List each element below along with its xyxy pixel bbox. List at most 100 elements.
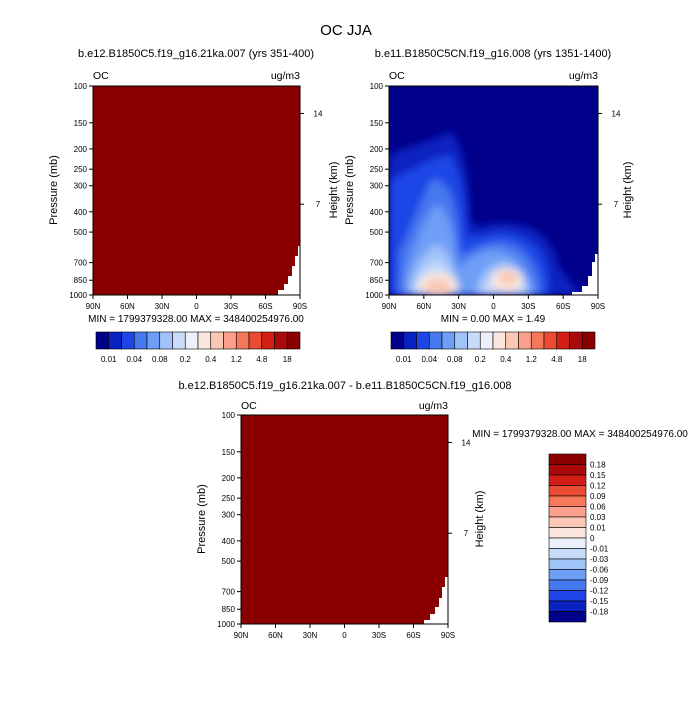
y-tick-label: 150 [74, 119, 88, 128]
y-tick-label: 400 [222, 537, 236, 546]
panel-a-ylabel: Pressure (mb) [48, 155, 60, 225]
colorbar-swatch [556, 331, 570, 350]
x-tick-label: 60N [120, 302, 135, 311]
colorbar-swatch [172, 331, 186, 350]
panel-b-y2label: Height (km) [622, 162, 634, 219]
panel-a-topography-mask [278, 246, 300, 295]
colorbar-swatch [121, 331, 135, 350]
x-tick-label: 30N [303, 631, 318, 640]
x-tick-label: 60S [556, 302, 570, 311]
colorbar-label: -0.18 [590, 608, 609, 617]
colorbar-label: 0.04 [126, 355, 142, 364]
panel-c-title: b.e12.B1850C5.f19_g16.21ka.007 - b.e11.B… [178, 380, 511, 392]
panel-b-variable-label: OC [389, 70, 405, 82]
colorbar-swatch [548, 495, 587, 507]
colorbar-swatch [548, 548, 587, 560]
x-tick-label: 60S [258, 302, 272, 311]
y-tick-label: 850 [74, 276, 88, 285]
colorbar-label: 4.8 [551, 355, 563, 364]
y-tick-label: 100 [222, 411, 236, 420]
panel-a-units-label: ug/m3 [271, 70, 300, 82]
y-tick-label: 300 [222, 511, 236, 520]
colorbar-label: 0.09 [590, 492, 606, 501]
panel-c-field [241, 415, 448, 624]
colorbar-swatch [95, 331, 110, 350]
colorbar-swatch [505, 331, 519, 350]
colorbar-swatch [479, 331, 494, 350]
colorbar-label: 0.12 [590, 482, 606, 491]
y-tick-label: 1000 [217, 620, 235, 629]
colorbar-label: -0.06 [590, 566, 609, 575]
y-tick-label: 300 [370, 182, 384, 191]
colorbar-label: 1.2 [526, 355, 538, 364]
y2-tick-label: 7 [316, 200, 321, 209]
x-tick-label: 30S [372, 631, 386, 640]
colorbar-swatch [548, 590, 587, 602]
y-tick-label: 400 [370, 208, 384, 217]
x-tick-label: 30S [224, 302, 238, 311]
colorbar-label: 0.2 [180, 355, 192, 364]
colorbar-swatch [548, 558, 587, 570]
figure-title: OC JJA [320, 22, 372, 39]
colorbar-swatch [286, 331, 301, 350]
x-tick-label: 90S [293, 302, 307, 311]
colorbar-swatch [108, 331, 122, 350]
x-tick-label: 30N [451, 302, 466, 311]
colorbar-label: 1.2 [231, 355, 243, 364]
colorbar-swatch [543, 331, 558, 350]
colorbar-swatch [518, 331, 532, 350]
y-tick-label: 100 [74, 82, 88, 91]
colorbar-b: 0.01 0.04 0.08 0.2 0.4 1.2 4.8 18 [390, 331, 596, 364]
x-tick-label: 60N [416, 302, 431, 311]
colorbar-swatch [416, 331, 430, 350]
colorbar-swatch [548, 506, 587, 518]
y-tick-label: 100 [370, 82, 384, 91]
panel-c-topography-mask [424, 577, 448, 624]
y-tick-label: 700 [370, 259, 384, 268]
colorbar-label: -0.03 [590, 555, 609, 564]
colorbar-swatch [184, 331, 199, 350]
y-tick-label: 1000 [365, 291, 383, 300]
panel-a-stats: MIN = 1799379328.00 MAX = 348400254976.0… [88, 314, 304, 325]
y-tick-label: 700 [74, 259, 88, 268]
y2-tick-label: 14 [462, 438, 471, 447]
y-tick-label: 850 [370, 276, 384, 285]
y2-tick-label: 7 [464, 529, 469, 538]
panel-b-units-label: ug/m3 [569, 70, 598, 82]
colorbar-label: -0.09 [590, 576, 609, 585]
colorbar-swatch [428, 331, 443, 350]
colorbar-label: 0.04 [421, 355, 437, 364]
y-tick-label: 500 [370, 228, 384, 237]
panel-a-x-axis: 90N 60N 30N 0 30S 60S 90S [86, 295, 307, 311]
colorbar-label: 18 [283, 355, 292, 364]
x-tick-label: 60N [268, 631, 283, 640]
x-tick-label: 30N [155, 302, 170, 311]
panel-a-field [93, 86, 300, 295]
x-tick-label: 90N [382, 302, 397, 311]
colorbar-swatch [441, 331, 456, 350]
colorbar-swatch [492, 331, 507, 350]
colorbar-label: 4.8 [256, 355, 268, 364]
panel-b-ylabel: Pressure (mb) [344, 155, 356, 225]
colorbar-swatch [530, 331, 545, 350]
colorbar-swatch [548, 485, 587, 497]
y-tick-label: 200 [222, 474, 236, 483]
y-tick-label: 500 [74, 228, 88, 237]
colorbar-label: 0.06 [590, 503, 606, 512]
panel-c-y2-axis: 14 7 [448, 438, 471, 538]
y-tick-label: 250 [74, 165, 88, 174]
colorbar-swatch [548, 464, 587, 476]
y-tick-label: 700 [222, 588, 236, 597]
colorbar-label: -0.15 [590, 597, 609, 606]
y-tick-label: 250 [222, 494, 236, 503]
x-tick-label: 30S [521, 302, 535, 311]
panel-c-variable-label: OC [241, 400, 257, 412]
colorbar-swatch [223, 331, 237, 350]
panel-b-title: b.e11.B1850C5CN.f19_g16.008 (yrs 1351-14… [375, 48, 611, 60]
panel-c-y-axis: 100 150 200 250 300 400 500 700 850 1000 [217, 411, 241, 629]
colorbar-swatch [454, 331, 468, 350]
colorbar-label: 0.01 [396, 355, 412, 364]
panel-a-y-axis: 100 150 200 250 300 400 500 700 850 1000 [69, 82, 93, 300]
panel-c-units-label: ug/m3 [419, 400, 448, 412]
